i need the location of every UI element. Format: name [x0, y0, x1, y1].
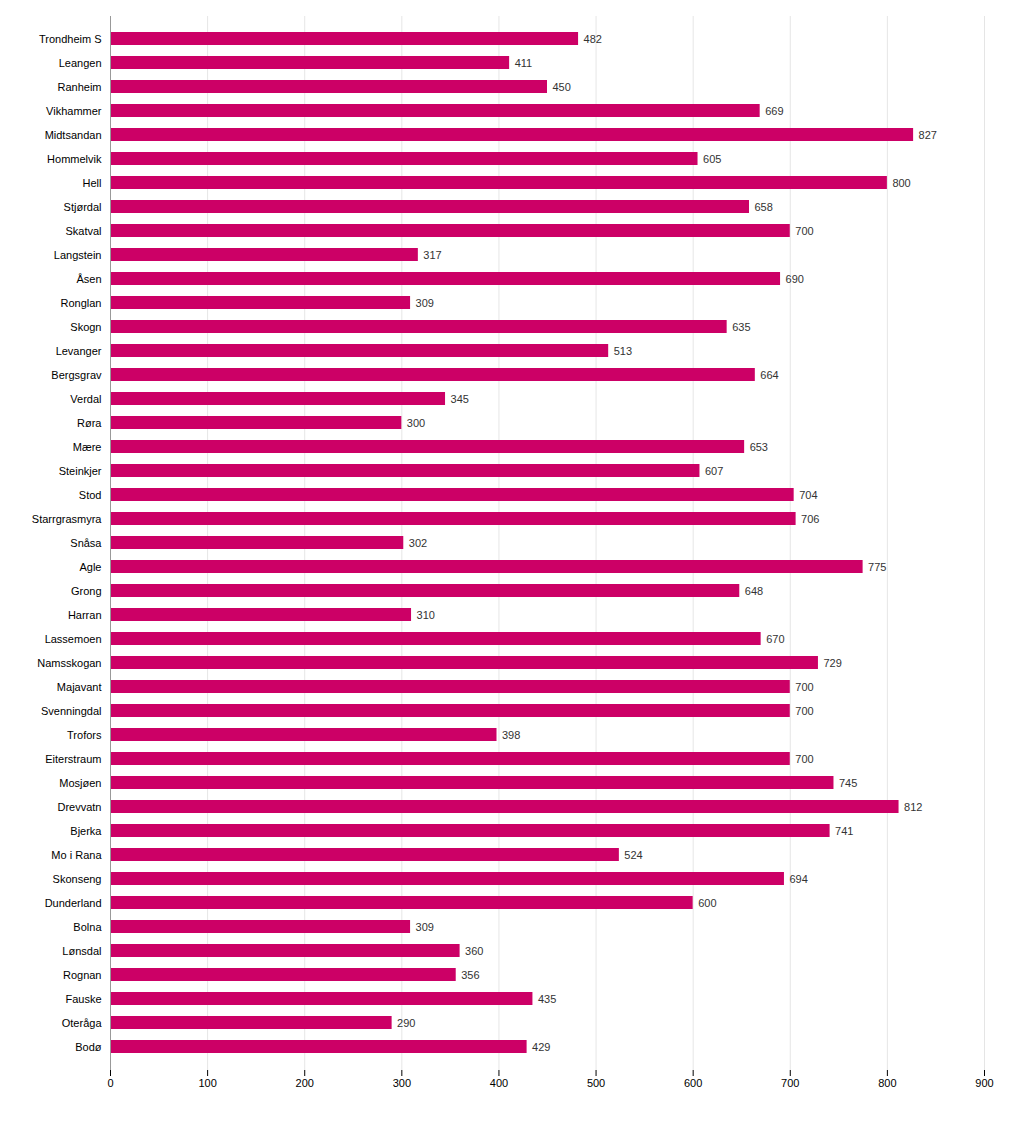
svg-text:302: 302 — [409, 537, 427, 549]
svg-text:690: 690 — [786, 273, 804, 285]
svg-text:Rognan: Rognan — [63, 969, 102, 981]
svg-text:309: 309 — [416, 297, 434, 309]
svg-text:482: 482 — [584, 33, 602, 45]
svg-text:775: 775 — [868, 561, 886, 573]
svg-text:100: 100 — [198, 1077, 216, 1089]
svg-text:Mo i Rana: Mo i Rana — [51, 849, 102, 861]
svg-text:398: 398 — [502, 729, 520, 741]
svg-text:Levanger: Levanger — [56, 345, 102, 357]
svg-text:Langstein: Langstein — [54, 249, 102, 261]
svg-text:200: 200 — [296, 1077, 314, 1089]
svg-text:Lønsdal: Lønsdal — [62, 945, 101, 957]
svg-text:Fauske: Fauske — [65, 993, 101, 1005]
svg-text:300: 300 — [393, 1077, 411, 1089]
svg-text:Trofors: Trofors — [67, 729, 102, 741]
svg-text:812: 812 — [904, 801, 922, 813]
svg-text:310: 310 — [417, 609, 435, 621]
svg-text:Verdal: Verdal — [70, 393, 101, 405]
svg-text:524: 524 — [624, 849, 642, 861]
svg-text:704: 704 — [799, 489, 817, 501]
svg-text:706: 706 — [801, 513, 819, 525]
svg-text:Midtsandan: Midtsandan — [45, 129, 102, 141]
svg-text:700: 700 — [795, 225, 813, 237]
svg-text:Åsen: Åsen — [76, 273, 101, 285]
svg-text:900: 900 — [975, 1077, 993, 1089]
svg-text:Bodø: Bodø — [75, 1041, 102, 1053]
svg-text:Svenningdal: Svenningdal — [41, 705, 102, 717]
svg-text:653: 653 — [750, 441, 768, 453]
svg-text:800: 800 — [892, 177, 910, 189]
svg-text:0: 0 — [107, 1077, 113, 1089]
svg-text:729: 729 — [823, 657, 841, 669]
svg-text:356: 356 — [461, 969, 479, 981]
svg-text:Skogn: Skogn — [70, 321, 101, 333]
svg-text:Hommelvik: Hommelvik — [47, 153, 102, 165]
svg-text:741: 741 — [835, 825, 853, 837]
svg-text:Røra: Røra — [77, 417, 102, 429]
svg-text:648: 648 — [745, 585, 763, 597]
svg-text:Bergsgrav: Bergsgrav — [51, 369, 102, 381]
svg-text:Hell: Hell — [83, 177, 102, 189]
svg-text:400: 400 — [490, 1077, 508, 1089]
svg-text:Skatval: Skatval — [65, 225, 101, 237]
svg-text:Stjørdal: Stjørdal — [64, 201, 102, 213]
svg-text:317: 317 — [423, 249, 441, 261]
svg-text:600: 600 — [698, 897, 716, 909]
svg-text:450: 450 — [553, 81, 571, 93]
svg-text:300: 300 — [407, 417, 425, 429]
svg-text:Harran: Harran — [68, 609, 102, 621]
svg-text:800: 800 — [878, 1077, 896, 1089]
svg-text:Oteråga: Oteråga — [62, 1017, 103, 1029]
svg-text:Ranheim: Ranheim — [57, 81, 101, 93]
svg-text:411: 411 — [515, 57, 533, 69]
svg-text:290: 290 — [397, 1017, 415, 1029]
svg-text:Stod: Stod — [79, 489, 102, 501]
svg-text:664: 664 — [760, 369, 778, 381]
svg-text:827: 827 — [919, 129, 937, 141]
svg-text:605: 605 — [703, 153, 721, 165]
svg-text:Skonseng: Skonseng — [53, 873, 102, 885]
svg-text:600: 600 — [684, 1077, 702, 1089]
svg-text:Bjerka: Bjerka — [70, 825, 102, 837]
svg-text:658: 658 — [754, 201, 772, 213]
svg-text:Snåsa: Snåsa — [70, 537, 102, 549]
svg-text:500: 500 — [587, 1077, 605, 1089]
svg-text:Dunderland: Dunderland — [45, 897, 102, 909]
svg-text:Agle: Agle — [79, 561, 101, 573]
svg-text:669: 669 — [765, 105, 783, 117]
svg-text:513: 513 — [614, 345, 632, 357]
svg-text:360: 360 — [465, 945, 483, 957]
svg-text:745: 745 — [839, 777, 857, 789]
svg-text:700: 700 — [795, 753, 813, 765]
svg-text:345: 345 — [451, 393, 469, 405]
svg-text:309: 309 — [416, 921, 434, 933]
svg-text:435: 435 — [538, 993, 556, 1005]
svg-text:670: 670 — [766, 633, 784, 645]
svg-text:694: 694 — [789, 873, 807, 885]
svg-text:700: 700 — [795, 705, 813, 717]
svg-text:Eiterstraum: Eiterstraum — [45, 753, 101, 765]
svg-text:Mære: Mære — [73, 441, 102, 453]
svg-text:Grong: Grong — [71, 585, 102, 597]
svg-text:Lassemoen: Lassemoen — [45, 633, 102, 645]
svg-text:700: 700 — [781, 1077, 799, 1089]
svg-text:Mosjøen: Mosjøen — [59, 777, 101, 789]
svg-text:607: 607 — [705, 465, 723, 477]
svg-text:Ronglan: Ronglan — [61, 297, 102, 309]
svg-text:635: 635 — [732, 321, 750, 333]
svg-text:Bolna: Bolna — [73, 921, 102, 933]
svg-text:Vikhammer: Vikhammer — [46, 105, 102, 117]
svg-text:Leangen: Leangen — [59, 57, 102, 69]
svg-text:Namsskogan: Namsskogan — [37, 657, 101, 669]
svg-text:Majavant: Majavant — [57, 681, 102, 693]
svg-text:Drevvatn: Drevvatn — [57, 801, 101, 813]
svg-text:Trondheim S: Trondheim S — [39, 33, 102, 45]
svg-text:429: 429 — [532, 1041, 550, 1053]
svg-text:Starrgrasmyra: Starrgrasmyra — [32, 513, 103, 525]
svg-text:700: 700 — [795, 681, 813, 693]
svg-text:Steinkjer: Steinkjer — [59, 465, 102, 477]
